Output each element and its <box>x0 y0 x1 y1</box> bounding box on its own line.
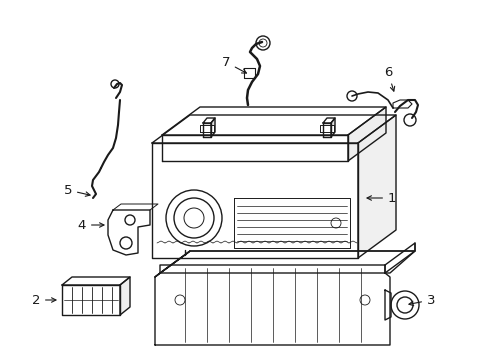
Text: 1: 1 <box>367 192 396 204</box>
Polygon shape <box>162 107 386 135</box>
Text: 3: 3 <box>409 293 436 306</box>
Text: 6: 6 <box>384 66 394 91</box>
Polygon shape <box>162 135 348 161</box>
Polygon shape <box>160 251 415 273</box>
Polygon shape <box>331 118 335 137</box>
Polygon shape <box>203 118 215 123</box>
Polygon shape <box>234 198 350 248</box>
Circle shape <box>166 190 222 246</box>
Polygon shape <box>200 125 214 132</box>
Polygon shape <box>320 125 334 132</box>
Polygon shape <box>152 115 396 143</box>
Polygon shape <box>385 290 391 320</box>
Polygon shape <box>393 100 412 108</box>
Polygon shape <box>152 143 358 258</box>
Text: 7: 7 <box>221 55 246 73</box>
Polygon shape <box>323 118 335 123</box>
Polygon shape <box>155 251 190 277</box>
Polygon shape <box>108 210 150 255</box>
Polygon shape <box>358 115 396 258</box>
Polygon shape <box>62 285 120 315</box>
Polygon shape <box>211 118 215 137</box>
Polygon shape <box>348 107 386 161</box>
Polygon shape <box>203 123 211 137</box>
Polygon shape <box>120 277 130 315</box>
Polygon shape <box>323 123 331 137</box>
Text: 4: 4 <box>77 219 104 231</box>
Polygon shape <box>244 68 255 78</box>
Polygon shape <box>62 277 130 285</box>
Text: 2: 2 <box>31 293 56 306</box>
Text: 5: 5 <box>64 184 90 197</box>
Polygon shape <box>155 265 390 345</box>
Circle shape <box>391 291 419 319</box>
Polygon shape <box>385 243 415 273</box>
